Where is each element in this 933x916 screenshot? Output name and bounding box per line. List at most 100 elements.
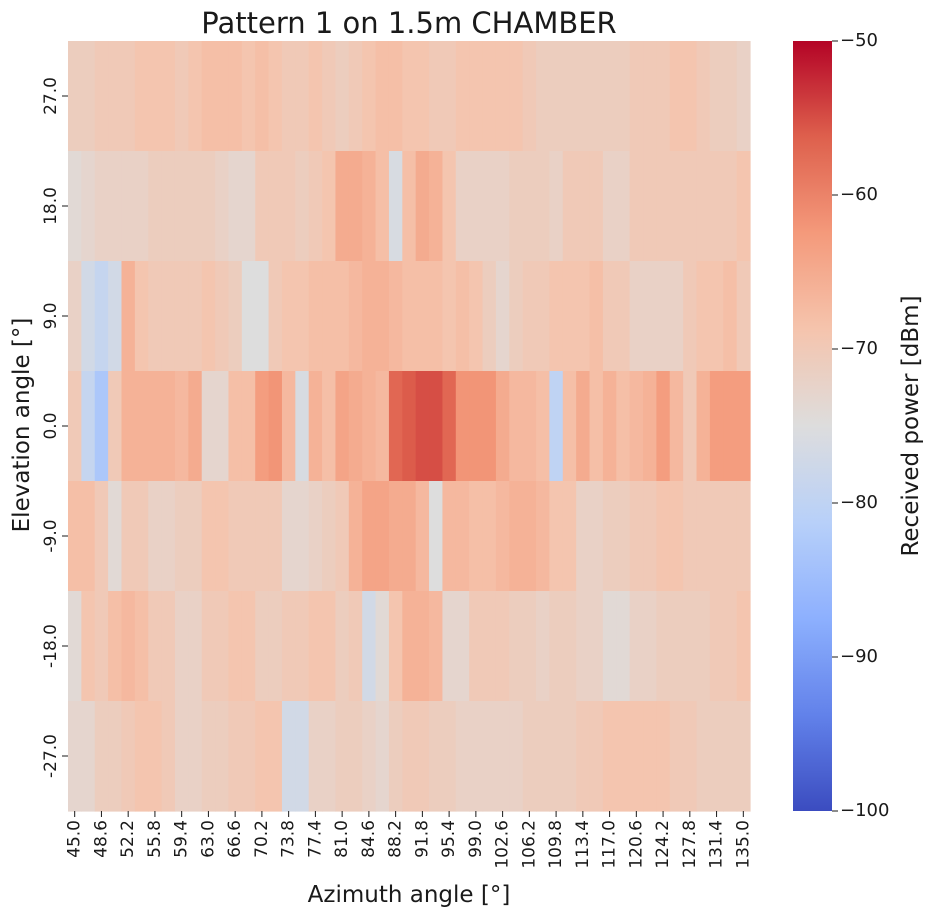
heatmap-cell	[255, 261, 270, 372]
heatmap-cell	[402, 261, 417, 372]
heatmap-cell	[522, 261, 537, 372]
heatmap-cells	[68, 41, 751, 812]
heatmap-cell	[469, 481, 484, 592]
heatmap-cell	[148, 371, 163, 482]
heatmap-cell	[643, 701, 657, 812]
heatmap-cell	[268, 41, 283, 152]
heatmap-cell	[241, 481, 256, 592]
heatmap-cell	[388, 701, 403, 812]
heatmap-cell	[335, 371, 350, 482]
heatmap-cell	[268, 481, 283, 592]
heatmap-cell	[656, 701, 671, 812]
heatmap-cell	[201, 701, 216, 812]
heatmap-cell	[215, 371, 230, 482]
heatmap-cell	[509, 701, 524, 812]
heatmap-cell	[549, 261, 564, 372]
heatmap-cell	[602, 591, 617, 702]
x-tick-label: 106.2	[519, 820, 539, 869]
heatmap-cell	[709, 701, 724, 812]
heatmap-cell	[174, 151, 189, 262]
heatmap-cell	[736, 481, 751, 592]
heatmap-cell	[629, 151, 644, 262]
heatmap-cell	[241, 41, 256, 152]
x-axis-ticks: 45.0 48.6 52.2 55.8 59.4 63.0 66.6 70.2 73.8 77.4…	[65, 811, 753, 869]
heatmap-cell	[241, 701, 256, 812]
heatmap-cell	[268, 371, 283, 482]
heatmap-cell	[562, 481, 577, 592]
heatmap-cell	[228, 261, 243, 372]
heatmap-cell	[455, 41, 470, 152]
heatmap-cell	[81, 481, 96, 592]
heatmap-cell	[469, 41, 484, 152]
heatmap-cell	[442, 591, 457, 702]
heatmap-cell	[161, 371, 176, 482]
heatmap-cell	[268, 261, 283, 372]
heatmap-cell	[268, 701, 283, 812]
heatmap-cell	[201, 481, 216, 592]
heatmap-cell	[616, 151, 631, 262]
heatmap-cell	[589, 41, 604, 152]
heatmap-cell	[228, 41, 243, 152]
heatmap-cell	[148, 41, 163, 152]
heatmap-cell	[241, 151, 256, 262]
heatmap-cell	[723, 41, 738, 152]
heatmap-cell	[536, 591, 551, 702]
heatmap-cell	[723, 481, 738, 592]
heatmap-cell	[736, 41, 751, 152]
heatmap-cell	[482, 151, 497, 262]
heatmap-cell	[656, 481, 671, 592]
heatmap-cell	[589, 371, 604, 482]
heatmap-cell	[683, 701, 698, 812]
heatmap-cell	[415, 481, 430, 592]
heatmap-cell	[616, 41, 631, 152]
x-tick-label: 109.8	[546, 820, 566, 869]
heatmap-cell	[228, 371, 243, 482]
heatmap-cell	[375, 591, 390, 702]
heatmap-cell	[602, 151, 617, 262]
heatmap-cell	[121, 371, 136, 482]
heatmap-cell	[295, 151, 310, 262]
heatmap-cell	[495, 151, 510, 262]
heatmap-cell	[188, 151, 203, 262]
heatmap-cell	[161, 41, 176, 152]
heatmap-cell	[81, 151, 96, 262]
heatmap-cell	[94, 151, 109, 262]
heatmap-cell	[602, 261, 617, 372]
x-tick-label: 77.4	[305, 820, 325, 858]
heatmap-cell	[402, 371, 417, 482]
heatmap-cell	[562, 371, 577, 482]
heatmap-cell	[576, 591, 591, 702]
heatmap-cell	[709, 261, 724, 372]
heatmap-cell	[362, 151, 377, 262]
heatmap-cell	[322, 41, 337, 152]
heatmap-cell	[215, 151, 230, 262]
heatmap-cell	[388, 261, 403, 372]
heatmap-cell	[415, 151, 430, 262]
colorbar-tick-label: −100	[840, 800, 889, 821]
heatmap-cell	[94, 701, 109, 812]
x-tick-label: 81.0	[332, 820, 352, 858]
heatmap-cell	[709, 151, 724, 262]
heatmap-cell	[134, 701, 149, 812]
heatmap-cell	[161, 701, 176, 812]
heatmap-cell	[536, 371, 551, 482]
heatmap-cell	[429, 371, 444, 482]
y-axis-label: Elevation angle [°]	[9, 318, 35, 533]
heatmap-cell	[402, 41, 417, 152]
heatmap-cell	[536, 481, 551, 592]
heatmap-cell	[656, 591, 671, 702]
heatmap-cell	[335, 261, 350, 372]
heatmap-cell	[589, 151, 604, 262]
y-tick-label: -18.0	[41, 624, 61, 668]
heatmap-cell	[174, 261, 189, 372]
heatmap-cell	[375, 371, 390, 482]
heatmap-cell	[562, 151, 577, 262]
heatmap-cell	[522, 371, 537, 482]
heatmap-cell	[536, 261, 551, 372]
heatmap-cell	[241, 261, 256, 372]
heatmap-cell	[629, 261, 644, 372]
heatmap-cell	[201, 261, 216, 372]
heatmap-cell	[295, 41, 310, 152]
heatmap-cell	[201, 371, 216, 482]
